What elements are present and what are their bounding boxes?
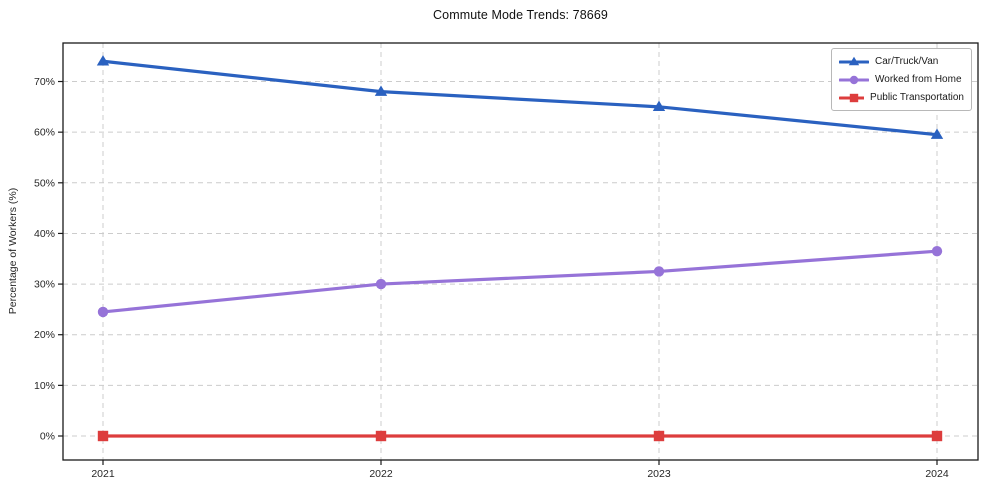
triangle-marker-icon <box>848 56 860 65</box>
series-line <box>101 249 939 314</box>
circle-marker-icon <box>931 245 943 257</box>
triangle-marker-icon <box>652 100 666 112</box>
series-worked-from-home <box>97 245 943 318</box>
legend-item: Worked from Home <box>839 72 964 87</box>
series-public-transportation <box>97 430 943 442</box>
y-tick-label: 40% <box>34 228 55 240</box>
triangle-marker-icon <box>96 55 110 66</box>
square-marker-icon <box>849 93 859 102</box>
x-tick-label: 2021 <box>91 468 115 480</box>
x-tick-label: 2024 <box>925 468 949 480</box>
y-tick-label: 10% <box>34 380 55 392</box>
legend: Car/Truck/Van Worked from Home Public Tran… <box>831 48 972 111</box>
triangle-marker-icon <box>930 128 944 139</box>
series-car-truck-van <box>96 55 944 139</box>
y-tick-label: 70% <box>34 76 55 88</box>
circle-legend-swatch-icon <box>839 75 869 84</box>
square-marker-icon <box>97 430 109 442</box>
y-tick-label: 0% <box>40 431 55 443</box>
triangle-legend-swatch-icon <box>839 56 869 65</box>
circle-marker-icon <box>375 278 387 290</box>
circle-marker-icon <box>653 266 665 277</box>
chart-title: Commute Mode Trends: 78669 <box>433 8 608 22</box>
circle-marker-icon <box>97 306 109 318</box>
plot-border <box>62 42 979 461</box>
square-marker-icon <box>653 430 665 442</box>
legend-item-label: Car/Truck/Van <box>875 56 939 67</box>
circle-marker-icon <box>849 75 859 84</box>
legend-item: Car/Truck/Van <box>839 54 964 69</box>
series-line <box>101 59 939 137</box>
square-legend-swatch-icon <box>839 93 865 102</box>
legend-item-label: Worked from Home <box>875 74 962 85</box>
square-marker-icon <box>931 430 943 442</box>
x-tick-label: 2023 <box>647 468 671 480</box>
x-tick-label: 2022 <box>369 468 393 480</box>
legend-item-label: Public Transportation <box>870 92 964 103</box>
square-marker-icon <box>375 430 387 442</box>
y-tick-label: 60% <box>34 127 55 139</box>
legend-item: Public Transportation <box>839 90 964 105</box>
y-tick-label: 50% <box>34 177 55 189</box>
triangle-marker-icon <box>374 85 388 96</box>
y-tick-label: 30% <box>34 279 55 291</box>
y-tick-label: 20% <box>34 329 55 341</box>
